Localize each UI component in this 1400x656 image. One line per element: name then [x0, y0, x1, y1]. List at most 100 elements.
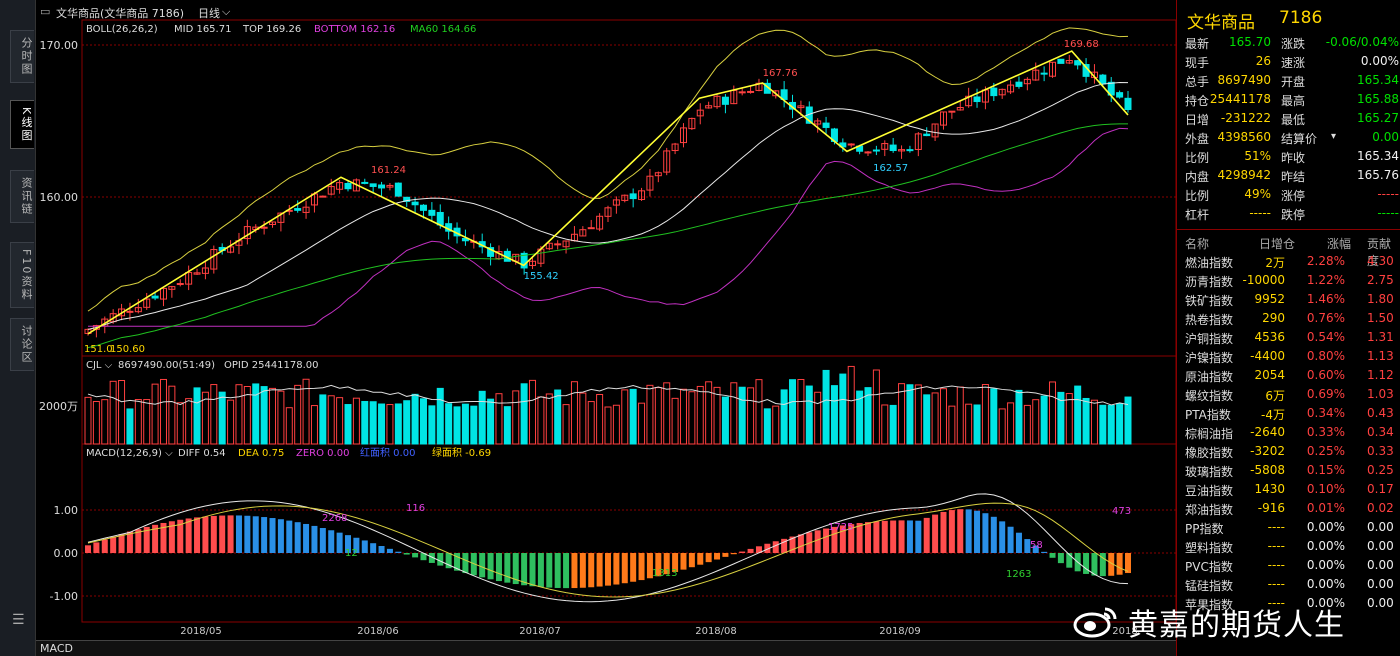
table-row[interactable]: 苹果指数 ---- 0.00% 0.00: [1177, 594, 1400, 613]
table-row[interactable]: 锰硅指数 ---- 0.00% 0.00: [1177, 575, 1400, 594]
volume-bar: [830, 385, 838, 445]
volume-bar: [445, 403, 453, 445]
quote-label: 外盘: [1185, 132, 1210, 146]
table-row[interactable]: 沪铜指数 4536 0.54% 1.31: [1177, 328, 1400, 347]
macd-bar: [370, 543, 377, 553]
macd-bar: [1007, 526, 1014, 553]
table-cell: ----: [1267, 577, 1285, 591]
table-row[interactable]: 郑油指数 -916 0.01% 0.02: [1177, 499, 1400, 518]
macd-bar: [194, 517, 201, 553]
macd-bar: [974, 510, 981, 553]
quote-label: 速涨: [1281, 56, 1306, 70]
volume-bar: [679, 388, 687, 445]
table-cell: 豆油指数: [1185, 484, 1234, 498]
macd-bar: [437, 553, 444, 566]
table-row[interactable]: 铁矿指数 9952 1.46% 1.80: [1177, 290, 1400, 309]
table-row[interactable]: 塑料指数 ---- 0.00% 0.00: [1177, 537, 1400, 556]
quote-label: 杠杆: [1185, 208, 1210, 222]
table-cell: 玻璃指数: [1185, 465, 1234, 479]
table-row[interactable]: 热卷指数 290 0.76% 1.50: [1177, 309, 1400, 328]
price-axis-label: 160.00: [40, 191, 79, 204]
candle-body: [294, 208, 302, 211]
boll-lower-line: [88, 127, 1129, 327]
quote-row: 最新 165.70 涨跌 -0.06/0.04%: [1177, 33, 1400, 52]
volume-bar: [1007, 402, 1015, 445]
volume-bar: [319, 394, 327, 445]
table-cell: 1.46%: [1306, 292, 1345, 306]
menu-icon[interactable]: ☰: [12, 612, 25, 628]
quote-row: 持仓 25441178 最高 165.88: [1177, 90, 1400, 109]
macd-bar: [512, 553, 519, 585]
table-row[interactable]: 玻璃指数 -5808 0.15% 0.25: [1177, 461, 1400, 480]
table-row[interactable]: 棕榈油指 -2640 0.33% 0.34: [1177, 423, 1400, 442]
candle-body: [1023, 78, 1031, 85]
tab-news-chain[interactable]: 资讯链: [10, 170, 34, 223]
table-row[interactable]: 豆油指数 1430 0.10% 0.17: [1177, 480, 1400, 499]
macd-bar: [269, 518, 276, 553]
column-header[interactable]: 名称: [1185, 237, 1210, 251]
quote-label: 比例: [1185, 189, 1210, 203]
settle-caret-icon[interactable]: ▾: [1331, 131, 1337, 142]
macd-bar: [881, 520, 888, 553]
table-cell: 原油指数: [1185, 370, 1234, 384]
period-selector[interactable]: 日线: [198, 7, 220, 20]
price-panel-frame: [81, 19, 1177, 357]
candle-body: [344, 182, 352, 190]
tab-f10[interactable]: F10资料: [10, 242, 34, 309]
macd-bar: [865, 522, 871, 553]
volume-bar: [1049, 381, 1057, 445]
table-cell: 0.54%: [1306, 330, 1345, 344]
volume-bar: [562, 404, 570, 445]
volume-bar: [1107, 404, 1115, 445]
volume-bar: [185, 398, 193, 445]
table-row[interactable]: 橡胶指数 -3202 0.25% 0.33: [1177, 442, 1400, 461]
volume-bar: [218, 391, 226, 445]
candle-body: [411, 201, 419, 206]
macd-bar: [621, 553, 628, 584]
table-row[interactable]: PP指数 ---- 0.00% 0.00: [1177, 518, 1400, 537]
volume-bar: [688, 391, 696, 445]
volume-bar: [461, 403, 469, 445]
macd-bar: [1108, 553, 1115, 576]
column-header[interactable]: 涨幅: [1327, 237, 1352, 251]
table-row[interactable]: 原油指数 2054 0.60% 1.12: [1177, 366, 1400, 385]
tab-discussion[interactable]: 讨论区: [10, 318, 34, 371]
table-cell: 0.17: [1367, 482, 1394, 496]
column-header[interactable]: 贡献度: [1367, 237, 1392, 268]
macd-bar: [93, 542, 100, 553]
quote-value: 165.34: [1357, 149, 1399, 163]
candle-body: [151, 295, 159, 299]
date-axis-label: 2018/05: [180, 626, 222, 637]
table-row[interactable]: 沪镍指数 -4400 0.80% 1.13: [1177, 347, 1400, 366]
quote-label: 现手: [1185, 56, 1210, 70]
table-cell: 1.31: [1367, 330, 1394, 344]
macd-red-area: 红面积 0.00: [360, 446, 415, 459]
macd-bar: [755, 546, 762, 553]
volume-bar: [378, 403, 386, 445]
table-row[interactable]: 沥青指数 -10000 1.22% 2.75: [1177, 271, 1400, 290]
volume-bar: [428, 405, 436, 445]
volume-bar: [193, 387, 201, 445]
tab-timeshare[interactable]: 分时图: [10, 30, 34, 83]
macd-indicator-name: MACD(12,26,9) ⌵: [86, 448, 173, 459]
caret-down-icon[interactable]: ⌵: [222, 5, 231, 18]
column-header[interactable]: 日增仓: [1259, 237, 1296, 251]
table-cell: PVC指数: [1185, 560, 1233, 574]
table-row[interactable]: 螺纹指数 6万 0.69% 1.03: [1177, 385, 1400, 404]
candle-body: [923, 133, 931, 137]
macd-bar: [386, 548, 393, 553]
volume-bar: [361, 400, 369, 445]
tab-kline[interactable]: K线图: [10, 100, 34, 150]
macd-bar: [1116, 553, 1123, 575]
table-row[interactable]: PTA指数 -4万 0.34% 0.43: [1177, 404, 1400, 423]
macd-bar: [345, 535, 351, 553]
candle-body: [864, 151, 872, 154]
macd-bar: [403, 553, 410, 555]
quote-row: 比例 51% 昨收 165.34: [1177, 147, 1400, 166]
table-cell: -4400: [1250, 349, 1285, 363]
table-cell: 1.22%: [1306, 273, 1345, 287]
table-cell: 0.25: [1367, 463, 1394, 477]
macd-bar: [1125, 553, 1131, 574]
table-row[interactable]: 燃油指数 2万 2.28% 4.30: [1177, 252, 1400, 271]
table-row[interactable]: PVC指数 ---- 0.00% 0.00: [1177, 556, 1400, 575]
